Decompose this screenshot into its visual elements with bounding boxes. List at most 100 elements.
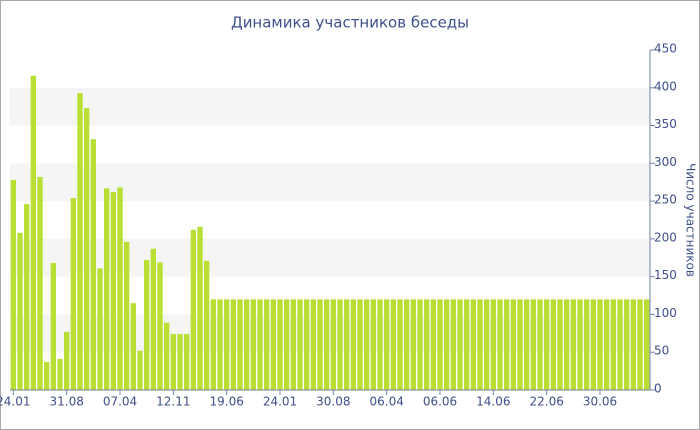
- x-tick-label: 07.04: [103, 395, 137, 409]
- x-tick-label: 14.06: [476, 395, 510, 409]
- bar: [70, 198, 76, 390]
- bar: [190, 229, 196, 390]
- bar: [430, 299, 436, 390]
- bar: [170, 334, 176, 390]
- bar: [424, 299, 430, 390]
- bar: [104, 188, 110, 390]
- bar: [330, 299, 336, 390]
- bar: [230, 299, 236, 390]
- bar: [224, 299, 230, 390]
- bar: [504, 299, 510, 390]
- bar: [544, 299, 550, 390]
- bar: [130, 303, 136, 390]
- bar: [277, 299, 283, 390]
- bar: [457, 299, 463, 390]
- bar: [210, 299, 216, 390]
- chart-title: Динамика участников беседы: [231, 14, 469, 32]
- bar: [477, 299, 483, 390]
- bar: [337, 299, 343, 390]
- bar: [577, 299, 583, 390]
- bar: [344, 299, 350, 390]
- bar: [217, 299, 223, 390]
- bar: [357, 299, 363, 390]
- y-tick-label: 100: [654, 306, 677, 320]
- bar: [10, 179, 16, 390]
- bar: [637, 299, 643, 390]
- bar: [197, 226, 203, 390]
- x-tick-label: 24.01: [0, 395, 31, 409]
- bar: [624, 299, 630, 390]
- bar: [77, 93, 83, 391]
- bar: [384, 299, 390, 390]
- bar: [450, 299, 456, 390]
- bar: [57, 359, 63, 390]
- x-tick-label: 30.08: [316, 395, 350, 409]
- bar: [530, 299, 536, 390]
- bar: [50, 263, 56, 390]
- bar: [117, 187, 123, 390]
- x-tick-label: 12.11: [156, 395, 190, 409]
- bar: [537, 299, 543, 390]
- y-tick-label: 0: [654, 382, 662, 396]
- bar: [390, 299, 396, 390]
- bar: [377, 299, 383, 390]
- bar: [470, 299, 476, 390]
- bar: [257, 299, 263, 390]
- bar: [370, 299, 376, 390]
- y-tick-label: 350: [654, 117, 677, 131]
- y-tick-label: 400: [654, 79, 677, 93]
- bar: [590, 299, 596, 390]
- bar: [517, 299, 523, 390]
- bar: [524, 299, 530, 390]
- bar: [184, 334, 190, 390]
- bar: [510, 299, 516, 390]
- bar: [110, 192, 116, 390]
- y-tick-label: 50: [654, 344, 669, 358]
- grid-band: [10, 163, 650, 202]
- bar: [490, 299, 496, 390]
- x-tick-label: 22.06: [529, 395, 563, 409]
- grid-band: [10, 314, 650, 353]
- bar: [497, 299, 503, 390]
- bar: [284, 299, 290, 390]
- bar: [264, 299, 270, 390]
- bar: [144, 260, 150, 390]
- bar: [484, 299, 490, 390]
- bar: [410, 299, 416, 390]
- bar: [597, 299, 603, 390]
- bar: [604, 299, 610, 390]
- bar: [137, 350, 143, 390]
- bar: [350, 299, 356, 390]
- bar: [150, 248, 156, 390]
- bar: [444, 299, 450, 390]
- bar: [610, 299, 616, 390]
- bar: [644, 299, 650, 390]
- y-tick-label: 450: [654, 42, 677, 56]
- bar: [157, 262, 163, 390]
- bar: [44, 362, 50, 390]
- bar: [37, 176, 43, 390]
- grid-band: [10, 87, 650, 126]
- bar: [24, 204, 30, 390]
- bar: [557, 299, 563, 390]
- bar: [17, 232, 23, 390]
- x-tick-label: 06.06: [423, 395, 457, 409]
- bar: [204, 260, 210, 390]
- bar: [310, 299, 316, 390]
- bar: [364, 299, 370, 390]
- bar: [270, 299, 276, 390]
- x-tick-label: 19.06: [209, 395, 243, 409]
- y-tick-label: 200: [654, 230, 677, 244]
- bar: [250, 299, 256, 390]
- bar: [417, 299, 423, 390]
- bar: [290, 299, 296, 390]
- bar: [164, 322, 170, 390]
- y-tick-label: 150: [654, 268, 677, 282]
- bar: [297, 299, 303, 390]
- grid-band: [10, 238, 650, 277]
- bar: [244, 299, 250, 390]
- bar: [564, 299, 570, 390]
- bar: [584, 299, 590, 390]
